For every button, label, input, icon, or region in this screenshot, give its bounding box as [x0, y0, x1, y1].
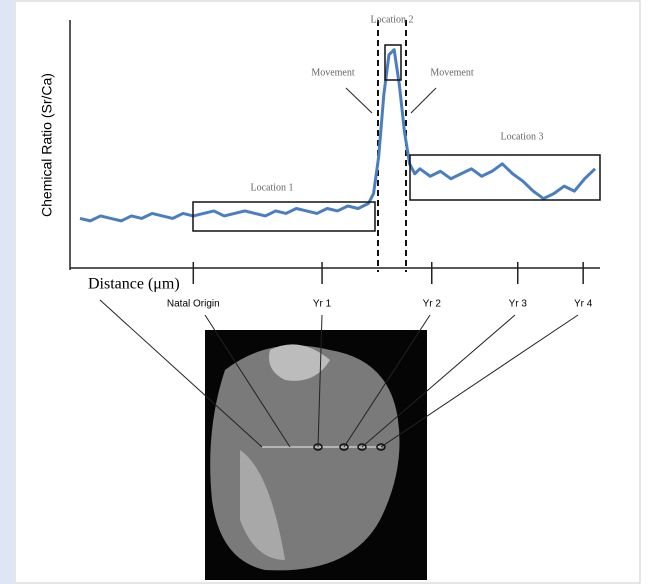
- otolith-detail: [269, 344, 330, 381]
- y-axis-title: Chemical Ratio (Sr/Ca): [39, 73, 55, 217]
- x-tick-label: Yr 3: [509, 299, 528, 310]
- x-tick-label: Yr 2: [423, 299, 442, 310]
- year-mark: [339, 443, 349, 451]
- otolith-detail: [240, 450, 285, 560]
- connectors: [99, 299, 579, 448]
- connector: [204, 314, 291, 448]
- connector: [361, 314, 516, 448]
- connector: [99, 299, 263, 448]
- connector: [343, 314, 431, 448]
- annotation: Movement: [311, 67, 355, 78]
- annotation: Location 1: [250, 182, 293, 193]
- connector: [380, 314, 579, 448]
- annotation-box: [409, 154, 601, 201]
- annotation: Location 3: [500, 131, 543, 142]
- x-tick-label: Yr 1: [313, 299, 332, 310]
- year-mark: [357, 443, 367, 451]
- annotation-box: [384, 44, 402, 81]
- x-tick-label: Yr 4: [574, 299, 593, 310]
- data-line: [79, 48, 597, 223]
- year-mark: [376, 443, 386, 451]
- connector: [317, 314, 323, 448]
- annotation: Location 2: [370, 14, 413, 25]
- arrow: [410, 87, 437, 114]
- annotation: Movement: [430, 67, 474, 78]
- x-tick-label: Natal Origin: [167, 299, 220, 310]
- side-band: [0, 0, 14, 584]
- x-axis-title: Distance (μm): [88, 276, 180, 293]
- plot: Chemical Ratio (Sr/Ca) Distance (μm) Loc…: [39, 14, 601, 310]
- annotation-box: [192, 201, 376, 232]
- arrow: [345, 87, 373, 114]
